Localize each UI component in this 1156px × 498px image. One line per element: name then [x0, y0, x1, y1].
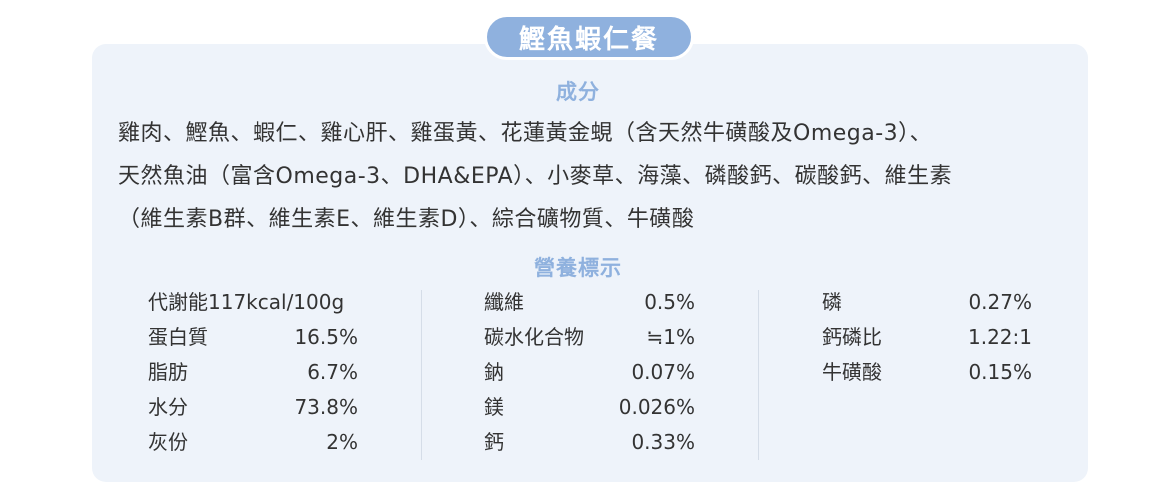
nutrition-column-1: 代謝能117kcal/100g 蛋白質 16.5% 脂肪 6.7% 水分 73.8% …	[148, 285, 358, 460]
nutrient-label: 灰份	[148, 430, 188, 454]
nutrition-row: 纖維 0.5%	[484, 285, 695, 320]
ingredients-line: 天然魚油（富含Omega-3、DHA&EPA）、小麥草、海藻、磷酸鈣、碳酸鈣、維…	[118, 164, 953, 189]
nutrient-label: 蛋白質	[148, 325, 208, 349]
nutrient-value: 0.33%	[631, 430, 695, 454]
nutrient-label: 鎂	[484, 395, 504, 419]
nutrient-value: ≒1%	[646, 325, 695, 349]
nutrient-value: 0.026%	[618, 395, 695, 419]
nutrient-label: 脂肪	[148, 360, 188, 384]
nutrient-value: 0.27%	[968, 290, 1032, 314]
nutrient-label: 鈣磷比	[822, 325, 882, 349]
ingredients-line: （維生素B群、維生素E、維生素D）、綜合礦物質、牛磺酸	[118, 207, 695, 232]
nutrient-value: 0.15%	[968, 360, 1032, 384]
nutrient-value: 0.07%	[631, 360, 695, 384]
nutrition-heading: 營養標示	[534, 256, 622, 280]
nutrition-row: 鈉 0.07%	[484, 355, 695, 390]
nutrition-column-2: 纖維 0.5% 碳水化合物 ≒1% 鈉 0.07% 鎂 0.026% 鈣 0.33%	[484, 285, 695, 460]
nutrition-row: 鈣磷比 1.22:1	[822, 320, 1032, 355]
ingredients-line: 雞肉、鰹魚、蝦仁、雞心肝、雞蛋黃、花蓮黃金蜆（含天然牛磺酸及Omega-3）、	[118, 121, 933, 146]
nutrient-label: 鈣	[484, 430, 504, 454]
column-divider	[421, 290, 422, 460]
nutrition-row: 磷 0.27%	[822, 285, 1032, 320]
nutrient-label: 代謝能117kcal/100g	[148, 290, 345, 314]
info-card	[92, 44, 1088, 482]
nutrient-label: 牛磺酸	[822, 360, 882, 384]
nutrient-value: 0.5%	[644, 290, 695, 314]
nutrition-row: 代謝能117kcal/100g	[148, 285, 358, 320]
nutrition-row: 鈣 0.33%	[484, 425, 695, 460]
nutrient-value: 73.8%	[294, 395, 358, 419]
nutrition-row: 蛋白質 16.5%	[148, 320, 358, 355]
column-divider	[758, 290, 759, 460]
nutrient-value: 2%	[326, 430, 358, 454]
ingredients-heading: 成分	[556, 80, 600, 104]
nutrient-label: 磷	[822, 290, 842, 314]
nutrition-row: 脂肪 6.7%	[148, 355, 358, 390]
nutrient-value: 6.7%	[307, 360, 358, 384]
nutrition-row: 碳水化合物 ≒1%	[484, 320, 695, 355]
nutrition-row: 鎂 0.026%	[484, 390, 695, 425]
nutrient-value: 16.5%	[294, 325, 358, 349]
nutrition-row: 牛磺酸 0.15%	[822, 355, 1032, 390]
nutrition-column-3: 磷 0.27% 鈣磷比 1.22:1 牛磺酸 0.15%	[822, 285, 1032, 390]
product-title: 鰹魚蝦仁餐	[484, 14, 694, 60]
nutrition-row: 水分 73.8%	[148, 390, 358, 425]
nutrition-row: 灰份 2%	[148, 425, 358, 460]
ingredients-text: 雞肉、鰹魚、蝦仁、雞心肝、雞蛋黃、花蓮黃金蜆（含天然牛磺酸及Omega-3）、 …	[118, 112, 1078, 241]
nutrient-value: 1.22:1	[968, 325, 1032, 349]
nutrient-label: 纖維	[484, 290, 524, 314]
nutrient-label: 水分	[148, 395, 188, 419]
nutrient-label: 鈉	[484, 360, 504, 384]
nutrient-label: 碳水化合物	[484, 325, 584, 349]
